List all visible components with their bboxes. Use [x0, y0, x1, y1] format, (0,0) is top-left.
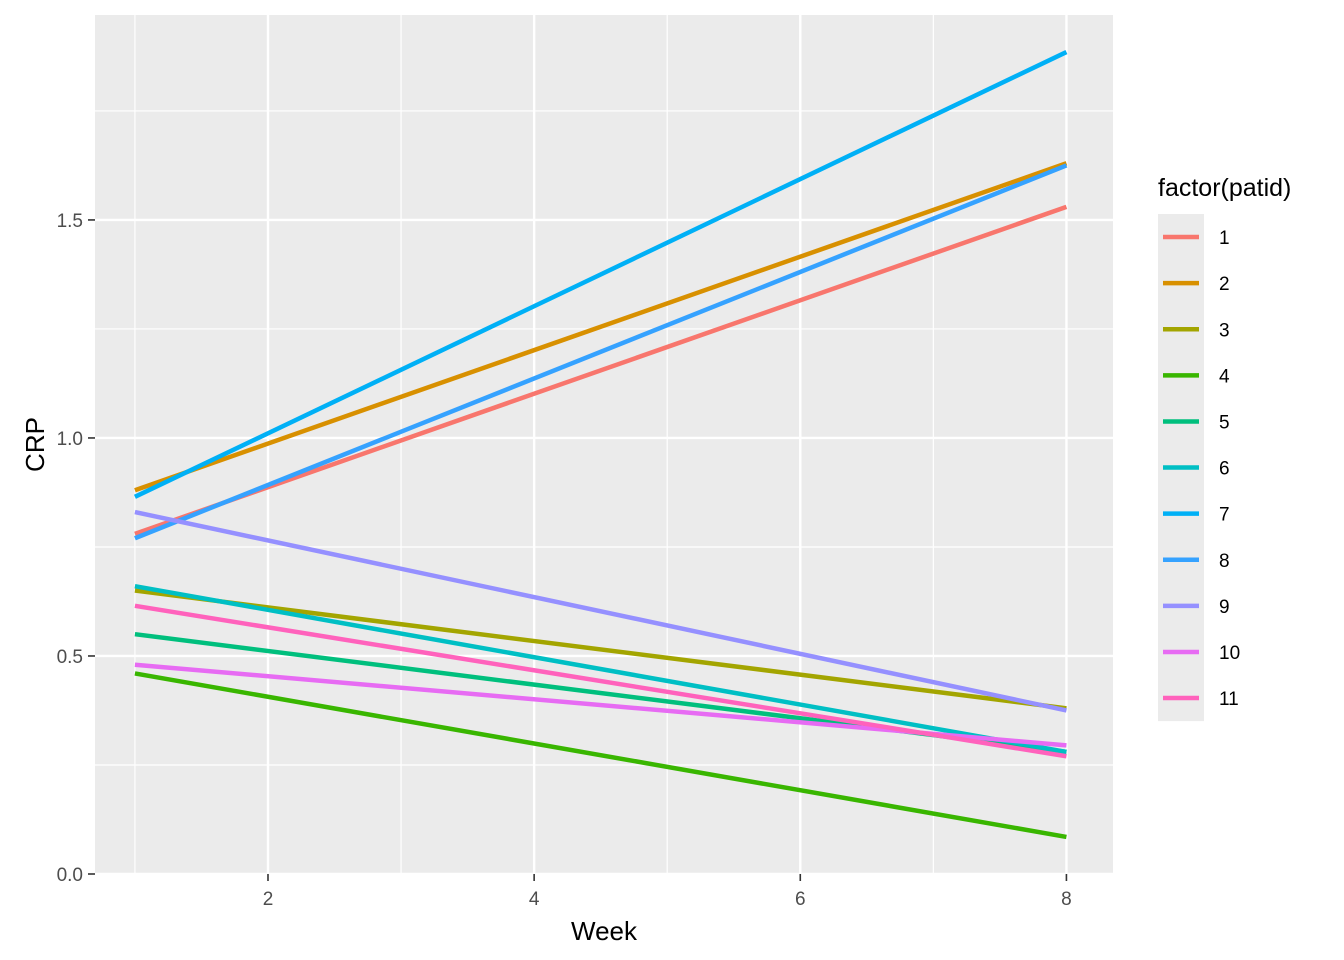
series-line-7 — [133, 50, 1068, 499]
legend-label-4: 4 — [1219, 366, 1230, 387]
legend-label-9: 9 — [1219, 597, 1230, 618]
y-tick-label: 1.5 — [57, 211, 83, 232]
major-gridlines — [95, 15, 1113, 876]
legend-label-8: 8 — [1219, 551, 1230, 572]
legend-title: factor(patid) — [1158, 174, 1291, 202]
legend-label-5: 5 — [1219, 412, 1230, 433]
series-line-1 — [134, 204, 1068, 537]
y-axis: 0.0 0.5 1.0 1.5 — [57, 211, 95, 886]
series-line-11 — [134, 603, 1067, 759]
x-axis: 2 4 6 8 — [263, 874, 1072, 910]
legend-label-6: 6 — [1219, 459, 1230, 480]
legend-label-2: 2 — [1219, 274, 1230, 295]
y-tick-label: 0.5 — [57, 647, 83, 668]
legend-label-1: 1 — [1219, 228, 1230, 249]
legend-items: 1 2 3 4 5 6 7 8 9 10 11 — [1163, 228, 1240, 710]
legend: factor(patid) 1 2 3 4 5 6 7 8 9 10 11 — [1158, 174, 1291, 722]
legend-label-11: 11 — [1219, 689, 1239, 710]
y-tick-label: 1.0 — [57, 429, 83, 450]
legend-label-7: 7 — [1219, 505, 1230, 526]
legend-label-3: 3 — [1219, 320, 1230, 341]
x-tick-label: 6 — [795, 889, 806, 910]
series-line-8 — [134, 163, 1068, 541]
x-tick-label: 8 — [1061, 889, 1072, 910]
series-line-6 — [134, 583, 1067, 755]
series-line-3 — [134, 588, 1067, 711]
y-tick-label: 0.0 — [57, 865, 83, 886]
x-tick-label: 4 — [529, 889, 540, 910]
x-tick-label: 2 — [263, 889, 274, 910]
series-line-2 — [134, 161, 1068, 493]
series-line-4 — [134, 671, 1067, 840]
series-lines — [133, 50, 1068, 840]
y-axis-title: CRP — [20, 417, 50, 472]
legend-label-10: 10 — [1219, 643, 1240, 664]
series-line-9 — [134, 509, 1067, 713]
x-axis-title: Week — [571, 916, 638, 946]
